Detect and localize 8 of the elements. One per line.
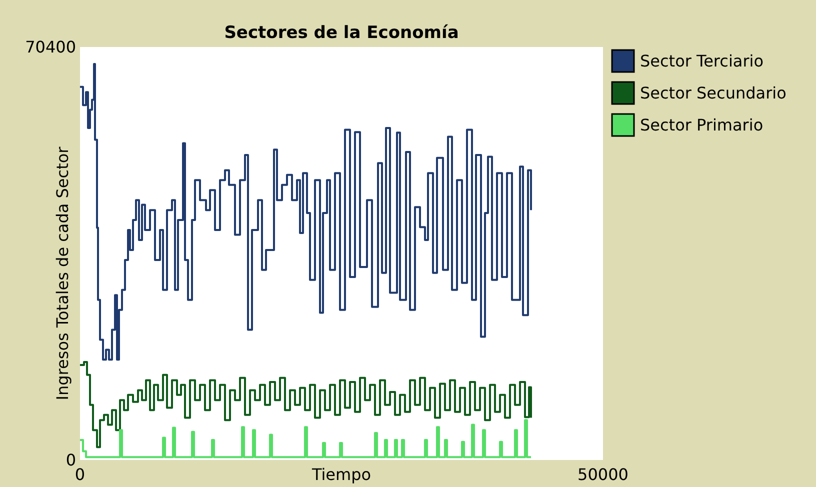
legend-label: Sector Terciario	[640, 52, 764, 71]
x-axis-title: Tiempo	[310, 465, 372, 484]
legend-label: Sector Secundario	[640, 84, 786, 103]
y-axis-title: Ingresos Totales de cada Sector	[53, 146, 72, 400]
x-tick-label: 50000	[578, 465, 628, 484]
chart-title: Sectores de la Economía	[224, 23, 459, 43]
legend-label: Sector Primario	[640, 116, 764, 135]
y-tick-label: 70400	[25, 38, 76, 57]
